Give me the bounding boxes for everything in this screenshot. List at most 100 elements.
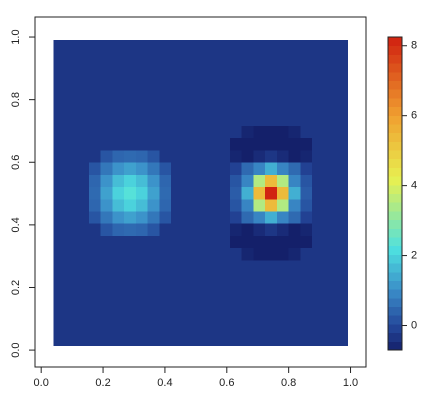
heatmap-cell xyxy=(323,174,337,188)
heatmap-cell xyxy=(300,174,313,188)
heatmap-cell xyxy=(241,186,254,200)
heatmap-cell xyxy=(300,247,313,261)
colorbar-swatch xyxy=(388,63,402,73)
heatmap-cell xyxy=(124,113,137,127)
heatmap-cell xyxy=(206,52,219,65)
heatmap-cell xyxy=(218,40,231,53)
heatmap-cell xyxy=(171,162,184,175)
heatmap-cell xyxy=(253,333,266,346)
heatmap-cell xyxy=(182,333,196,346)
heatmap-cell xyxy=(194,76,207,90)
heatmap-cell xyxy=(194,52,207,65)
heatmap-cell xyxy=(112,113,125,127)
heatmap-cell xyxy=(77,76,90,90)
heatmap-cell xyxy=(182,150,196,163)
heatmap-cell xyxy=(300,64,313,78)
heatmap-cell xyxy=(253,272,266,285)
colorbar-swatch xyxy=(388,115,402,125)
heatmap-cell xyxy=(253,40,266,53)
heatmap-cell xyxy=(77,113,90,127)
heatmap-cell xyxy=(265,89,278,102)
colorbar-swatch xyxy=(388,141,402,151)
heatmap-cell xyxy=(206,211,219,224)
heatmap-cell xyxy=(77,211,90,224)
heatmap-cell xyxy=(53,101,66,114)
heatmap-cell xyxy=(229,223,243,236)
heatmap-cell xyxy=(265,150,278,163)
heatmap-cell xyxy=(312,101,325,114)
heatmap-cell xyxy=(229,259,243,273)
heatmap-cell xyxy=(288,137,301,151)
heatmap-cell xyxy=(218,76,231,90)
heatmap-cell xyxy=(335,235,348,249)
heatmap-cell xyxy=(335,40,348,53)
heatmap-cell xyxy=(300,40,313,53)
heatmap-cell xyxy=(147,150,160,163)
heatmap-cell xyxy=(77,198,90,212)
heatmap-cell xyxy=(218,320,231,334)
heatmap-cell xyxy=(124,89,137,102)
heatmap-cell xyxy=(112,186,125,200)
heatmap-cell xyxy=(100,284,113,297)
heatmap-cell xyxy=(182,76,196,90)
heatmap-cell xyxy=(206,101,219,114)
heatmap-cell xyxy=(88,174,101,188)
x-tick-label: 0.0 xyxy=(34,377,49,389)
heatmap-cell xyxy=(100,186,113,200)
heatmap-cell xyxy=(65,101,78,114)
heatmap-cell xyxy=(77,284,90,297)
heatmap-cell xyxy=(276,247,290,261)
heatmap-cell xyxy=(323,308,337,322)
heatmap-cell xyxy=(77,137,90,151)
heatmap-cell xyxy=(112,308,125,322)
heatmap-cell xyxy=(171,223,184,236)
heatmap-cell xyxy=(218,125,231,139)
heatmap-cell xyxy=(171,64,184,78)
heatmap-cell xyxy=(182,174,196,188)
heatmap-cell xyxy=(53,137,66,151)
colorbar-swatch xyxy=(388,315,402,325)
heatmap-cell xyxy=(229,101,243,114)
heatmap-cell xyxy=(335,272,348,285)
heatmap-cell xyxy=(276,76,290,90)
heatmap-cell xyxy=(229,40,243,53)
heatmap-cell xyxy=(323,320,337,334)
heatmap-cell xyxy=(206,235,219,249)
heatmap-cell xyxy=(312,320,325,334)
heatmap-cell xyxy=(88,259,101,273)
heatmap-cell xyxy=(265,113,278,127)
heatmap-cell xyxy=(323,296,337,310)
heatmap-cell xyxy=(65,284,78,297)
heatmap-cell xyxy=(77,272,90,285)
heatmap-cell xyxy=(147,137,160,151)
heatmap-cell xyxy=(194,113,207,127)
heatmap-cell xyxy=(100,101,113,114)
heatmap-cell xyxy=(218,186,231,200)
heatmap-cell xyxy=(335,174,348,188)
heatmap-cell xyxy=(206,308,219,322)
heatmap-cell xyxy=(312,125,325,139)
heatmap-cell xyxy=(206,125,219,139)
heatmap-cell xyxy=(124,101,137,114)
heatmap-cell xyxy=(65,150,78,163)
heatmap-cell xyxy=(194,284,207,297)
heatmap-cell xyxy=(88,89,101,102)
heatmap-cell xyxy=(124,259,137,273)
heatmap-cell xyxy=(88,223,101,236)
heatmap-cell xyxy=(206,259,219,273)
heatmap-cell xyxy=(194,40,207,53)
heatmap-cell xyxy=(312,150,325,163)
heatmap-cell xyxy=(112,101,125,114)
heatmap-cell xyxy=(300,52,313,65)
heatmap-cell xyxy=(159,137,172,151)
heatmap-cell xyxy=(159,247,172,261)
heatmap-cell xyxy=(182,162,196,175)
heatmap-cell xyxy=(323,137,337,151)
heatmap-cell xyxy=(135,101,149,114)
heatmap-cell xyxy=(288,40,301,53)
heatmap-cell xyxy=(124,272,137,285)
heatmap-cell xyxy=(88,198,101,212)
heatmap-cell xyxy=(218,113,231,127)
heatmap-cell xyxy=(53,235,66,249)
heatmap-cell xyxy=(182,296,196,310)
